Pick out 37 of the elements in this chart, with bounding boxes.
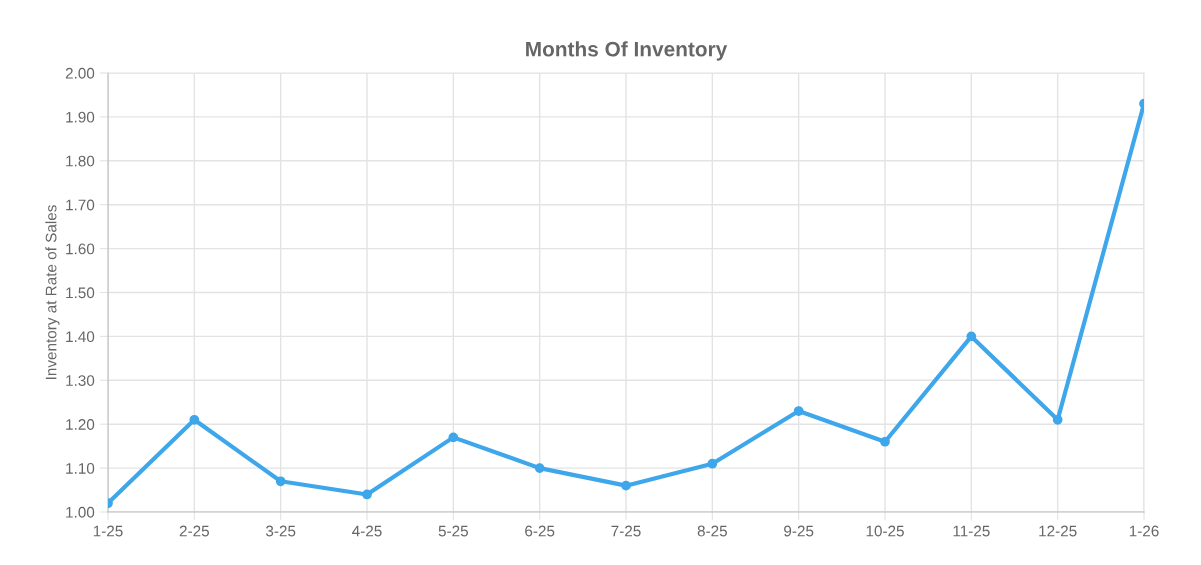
y-tick-label: 1.80 (66, 155, 95, 167)
x-tick-label: 3-25 (265, 525, 296, 537)
y-tick-label: 1.70 (66, 199, 95, 211)
x-tick-label: 4-25 (352, 525, 382, 537)
point (880, 436, 890, 447)
point (362, 489, 372, 500)
y-tick-label: 1.60 (66, 243, 95, 255)
point (793, 406, 804, 416)
y-tick-label: 1.10 (66, 462, 95, 474)
point (621, 480, 631, 491)
y-tick-label: 1.40 (66, 331, 95, 343)
x-tick-label: 10-25 (866, 525, 904, 537)
x-tick-label: 7-25 (611, 525, 641, 537)
x-tick-label: 8-25 (697, 525, 727, 537)
y-tick-label: 1.50 (66, 287, 95, 299)
y-tick-label: 1.20 (66, 419, 95, 430)
point (966, 331, 977, 342)
chart-title: Months Of Inventory (526, 41, 728, 61)
point (189, 414, 200, 425)
point (448, 432, 459, 443)
x-tick-label: 6-25 (525, 525, 555, 537)
y-axis-title: Inventory at Rate of Sales (45, 205, 60, 379)
y-tick-label: 2.00 (65, 67, 95, 79)
point (534, 463, 545, 473)
point (275, 476, 286, 487)
x-tick-label: 2-25 (179, 525, 209, 537)
x-tick-label: 1-26 (1129, 525, 1159, 537)
point (707, 458, 718, 469)
x-tick-label: 5-25 (438, 525, 468, 537)
y-tick-label: 1.90 (66, 111, 95, 123)
y-tick-label: 1.30 (66, 375, 95, 386)
x-tick-label: 11-25 (953, 525, 990, 537)
point (1052, 414, 1063, 425)
x-tick-label: 9-25 (784, 525, 814, 537)
x-tick-label: 1-25 (93, 525, 123, 537)
y-tick-label: 1.00 (66, 506, 95, 518)
x-tick-label: 12-25 (1039, 525, 1077, 537)
